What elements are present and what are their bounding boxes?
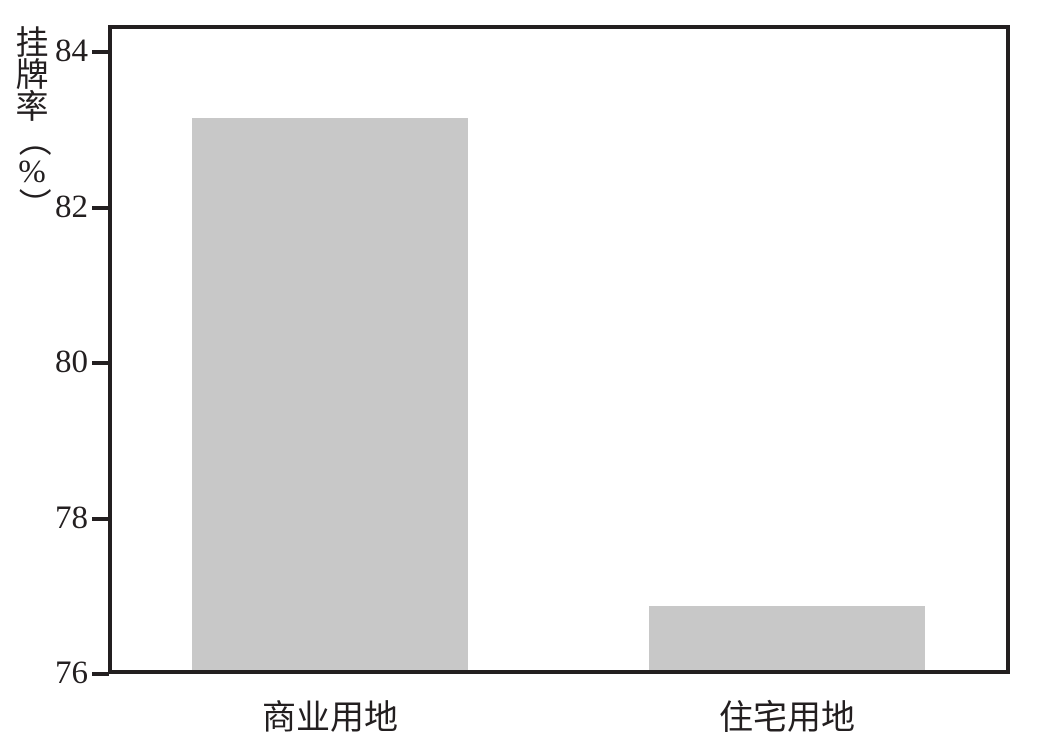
y-tick-label: 82 — [55, 188, 88, 225]
y-axis-title-char: 牌 — [15, 58, 49, 94]
y-axis-title-char: （ — [14, 123, 50, 157]
y-tick-mark — [92, 50, 109, 54]
y-tick-label: 84 — [55, 32, 88, 69]
x-category-label: 商业用地 — [262, 700, 398, 737]
y-axis-title-char: 率 — [15, 90, 49, 126]
y-axis-title: 挂牌率（%） — [10, 26, 54, 221]
y-tick-mark — [92, 361, 109, 365]
y-tick-mark — [92, 516, 109, 521]
y-axis-title-char: % — [18, 154, 46, 190]
x-category-label: 住宅用地 — [719, 700, 855, 737]
y-tick-mark — [92, 672, 109, 676]
y-tick-mark — [92, 205, 109, 210]
y-tick-label: 80 — [55, 343, 88, 380]
bar-2 — [649, 605, 925, 674]
y-tick-label: 76 — [55, 654, 88, 691]
y-axis-title-char: 挂 — [15, 26, 49, 62]
y-tick-label: 78 — [55, 499, 88, 536]
bar-1 — [192, 118, 468, 674]
